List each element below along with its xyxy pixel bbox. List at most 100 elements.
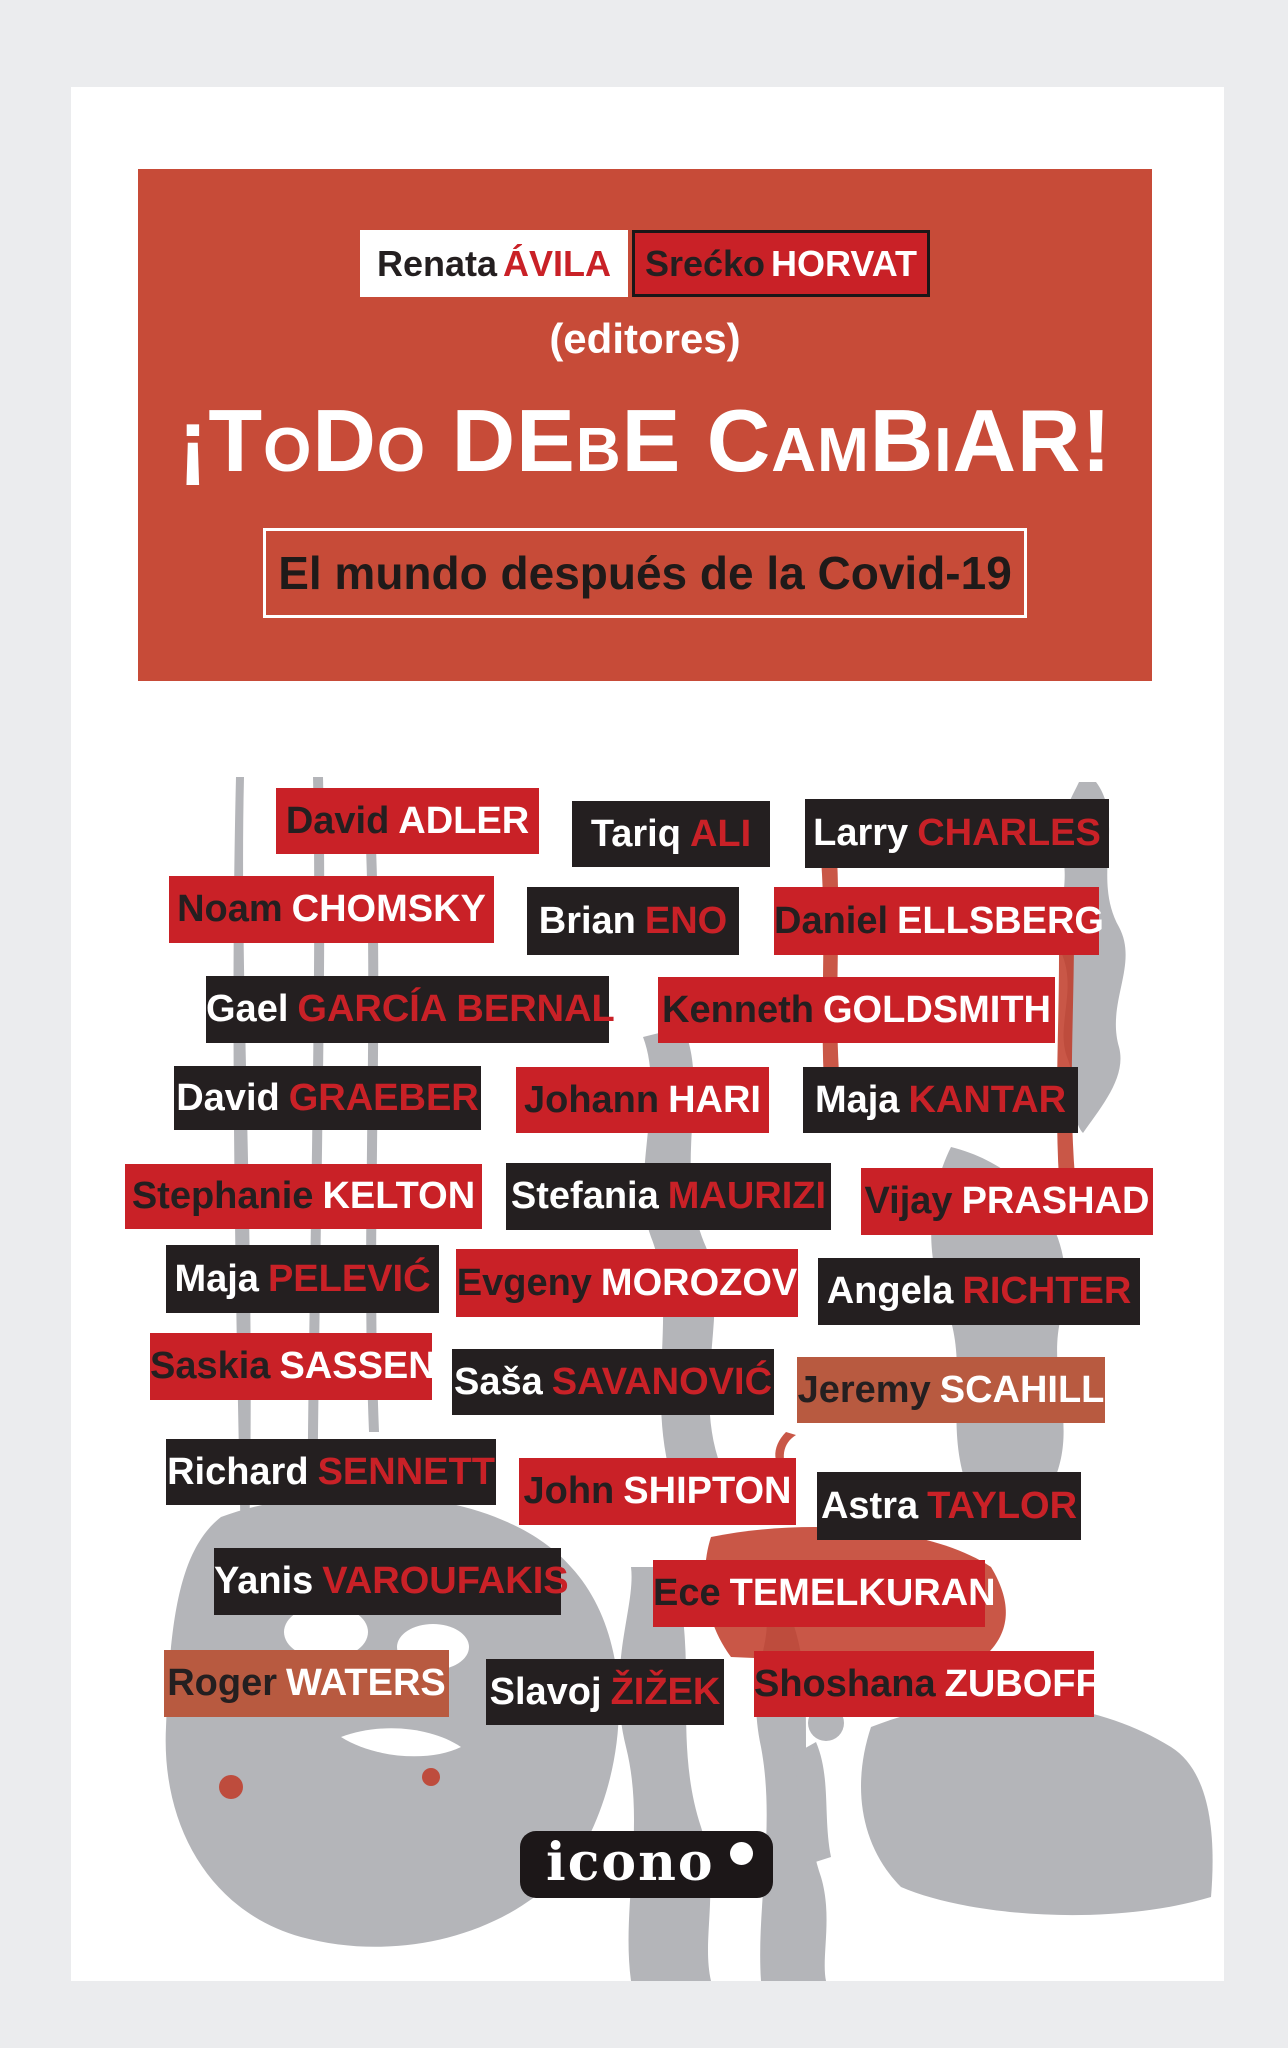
contributor-last-name: ŽIŽEK <box>610 1671 721 1713</box>
contributor-first-name: Angela <box>826 1270 954 1312</box>
contributor-first-name: Stefania <box>510 1175 659 1217</box>
contributor-tag: Johann HARI <box>516 1067 769 1133</box>
contributor-first-name: Slavoj <box>489 1671 602 1713</box>
contributor-last-name: GRAEBER <box>288 1077 479 1119</box>
contributor-first-name: Shoshana <box>754 1663 936 1705</box>
contributor-tag: Yanis VAROUFAKIS <box>214 1548 569 1615</box>
contributor-first-name: Saskia <box>150 1345 271 1387</box>
contributor-last-name: CHOMSKY <box>291 888 486 930</box>
contributor-last-name: GARCÍA BERNAL <box>297 988 615 1030</box>
contributor-first-name: Larry <box>813 812 909 854</box>
contributor-first-name: Roger <box>167 1662 278 1704</box>
contributor-last-name: SENNETT <box>317 1451 495 1493</box>
cover-page: Renata ÁVILA Srećko HORVAT (editores) ¡ToD… <box>71 87 1224 1981</box>
editor-srecko-horvat: Srećko HORVAT <box>632 230 930 297</box>
editor-renata-avila: Renata ÁVILA <box>360 230 628 297</box>
contributor-tag: Kenneth GOLDSMITH <box>658 977 1055 1043</box>
contributor-tag: Richard SENNETT <box>166 1439 496 1505</box>
editor-last-name: HORVAT <box>771 243 918 284</box>
contributor-tag: Larry CHARLES <box>805 799 1109 868</box>
editor-first-name: Srećko <box>644 243 766 284</box>
contributor-first-name: Astra <box>820 1485 919 1527</box>
contributor-last-name: MOROZOV <box>600 1262 798 1304</box>
editor-first-name: Renata <box>376 243 498 284</box>
contributor-last-name: TAYLOR <box>927 1485 1078 1527</box>
contributor-first-name: Richard <box>167 1451 309 1493</box>
contributor-tag: John SHIPTON <box>519 1458 796 1525</box>
contributor-last-name: WATERS <box>286 1662 446 1704</box>
publisher-logo-text: icono <box>546 1832 715 1893</box>
contributor-last-name: CHARLES <box>917 812 1101 854</box>
contributor-tag: Maja PELEVIĆ <box>166 1245 439 1313</box>
contributor-tag: Vijay PRASHAD <box>861 1168 1153 1235</box>
contributor-first-name: Daniel <box>774 900 889 942</box>
contributor-tag: Roger WATERS <box>164 1650 449 1717</box>
publisher-logo: icono <box>520 1831 773 1898</box>
contributor-first-name: Maja <box>814 1079 900 1121</box>
contributor-first-name: Jeremy <box>797 1369 931 1411</box>
contributor-tag: David ADLER <box>276 788 539 854</box>
contributor-first-name: Noam <box>177 888 283 930</box>
contributor-last-name: ELLSBERG <box>897 900 1104 942</box>
contributor-tag: Gael GARCÍA BERNAL <box>206 976 615 1043</box>
editor-last-name: ÁVILA <box>503 243 612 284</box>
contributor-last-name: ZUBOFF <box>944 1663 1099 1705</box>
contributor-tag: Tariq ALI <box>572 801 770 867</box>
contributor-first-name: Stephanie <box>131 1175 314 1217</box>
book-subtitle: El mundo después de la Covid-19 <box>278 547 1012 599</box>
contributor-last-name: PRASHAD <box>961 1180 1150 1222</box>
contributor-last-name: SHIPTON <box>623 1470 792 1512</box>
contributor-first-name: Brian <box>538 900 636 942</box>
contributor-last-name: KANTAR <box>908 1079 1067 1121</box>
contributor-tag: Ece TEMELKURAN <box>653 1560 996 1627</box>
contributor-tag: Slavoj ŽIŽEK <box>486 1659 724 1725</box>
contributor-last-name: SCAHILL <box>939 1369 1105 1411</box>
contributor-tag: Stefania MAURIZI <box>506 1163 831 1230</box>
contributor-first-name: Yanis <box>214 1560 314 1602</box>
contributor-first-name: Gael <box>206 988 289 1030</box>
contributor-tag: Astra TAYLOR <box>817 1472 1081 1540</box>
contributor-last-name: SAVANOVIĆ <box>551 1361 773 1403</box>
contributor-tag: Saša SAVANOVIĆ <box>452 1349 774 1415</box>
contributor-tag: David GRAEBER <box>174 1066 481 1130</box>
contributor-last-name: SASSEN <box>279 1345 436 1387</box>
contributor-tag: Stephanie KELTON <box>125 1164 482 1229</box>
contributor-last-name: VAROUFAKIS <box>322 1560 569 1602</box>
contributor-last-name: HARI <box>668 1079 761 1121</box>
contributor-last-name: RICHTER <box>962 1270 1132 1312</box>
contributor-first-name: Evgeny <box>456 1262 592 1304</box>
contributor-last-name: ENO <box>644 900 728 942</box>
contributor-tag: Noam CHOMSKY <box>169 876 494 943</box>
contributor-tag: Saskia SASSEN <box>150 1333 436 1400</box>
contributor-last-name: GOLDSMITH <box>823 989 1051 1031</box>
contributor-last-name: KELTON <box>322 1175 476 1217</box>
contributor-last-name: MAURIZI <box>667 1175 827 1217</box>
contributor-first-name: David <box>176 1077 280 1119</box>
subtitle-box: El mundo después de la Covid-19 <box>263 528 1027 618</box>
contributor-first-name: Tariq <box>590 813 681 855</box>
book-title: ¡ToDo DEbE CamBiAR! <box>178 391 1112 490</box>
contributor-tag: Shoshana ZUBOFF <box>754 1651 1099 1717</box>
contributor-first-name: Ece <box>653 1572 721 1614</box>
contributor-tag: Daniel ELLSBERG <box>774 887 1104 955</box>
contributor-tag: Brian ENO <box>527 887 739 955</box>
contributor-last-name: PELEVIĆ <box>267 1258 431 1300</box>
contributor-first-name: Kenneth <box>662 989 814 1031</box>
contributor-tag: Maja KANTAR <box>803 1067 1078 1133</box>
contributor-first-name: Saša <box>453 1361 543 1403</box>
contributor-last-name: ADLER <box>398 800 530 842</box>
contributor-first-name: John <box>523 1470 615 1512</box>
editors-caption: (editores) <box>549 315 741 362</box>
contributor-last-name: TEMELKURAN <box>729 1572 996 1614</box>
contributor-first-name: David <box>285 800 390 842</box>
contributor-tag: Evgeny MOROZOV <box>456 1249 798 1317</box>
logo-dot <box>730 1842 753 1865</box>
contributor-tag: Angela RICHTER <box>818 1258 1140 1325</box>
contributor-first-name: Vijay <box>864 1180 953 1222</box>
title-banner: Renata ÁVILA Srećko HORVAT (editores) ¡ToD… <box>138 169 1152 681</box>
contributor-first-name: Johann <box>523 1079 660 1121</box>
contributor-first-name: Maja <box>174 1258 259 1300</box>
contributor-tag: Jeremy SCAHILL <box>797 1357 1105 1423</box>
contributor-last-name: ALI <box>689 813 752 855</box>
